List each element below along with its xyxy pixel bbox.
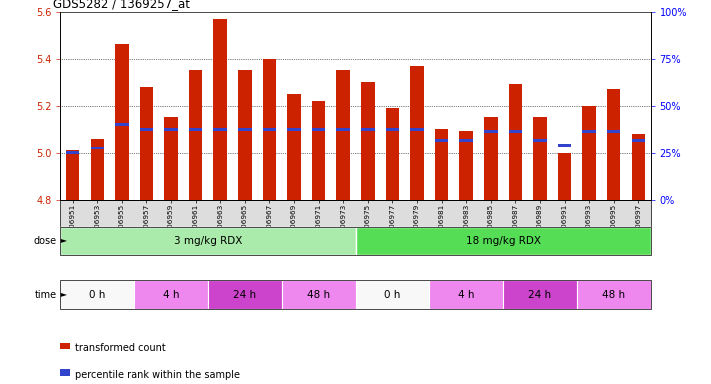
Bar xyxy=(435,129,449,200)
Bar xyxy=(435,139,449,142)
Bar xyxy=(262,58,276,200)
Bar xyxy=(134,280,208,309)
Bar xyxy=(238,128,252,131)
Text: 48 h: 48 h xyxy=(307,290,330,300)
Bar xyxy=(582,106,596,200)
Text: 18 mg/kg RDX: 18 mg/kg RDX xyxy=(466,236,540,246)
Text: 48 h: 48 h xyxy=(602,290,625,300)
Bar xyxy=(410,128,424,131)
Bar xyxy=(557,153,571,200)
Bar xyxy=(262,128,276,131)
Text: transformed count: transformed count xyxy=(75,343,166,353)
Bar xyxy=(115,123,129,126)
Bar xyxy=(164,128,178,131)
Bar xyxy=(361,82,375,200)
Bar xyxy=(577,280,651,309)
Bar xyxy=(287,94,301,200)
Bar xyxy=(90,139,104,200)
Bar xyxy=(282,280,356,309)
Text: ►: ► xyxy=(58,290,67,299)
Bar xyxy=(410,66,424,200)
Bar xyxy=(312,101,326,200)
Text: GDS5282 / 1369257_at: GDS5282 / 1369257_at xyxy=(53,0,191,10)
Bar xyxy=(356,280,429,309)
Text: 4 h: 4 h xyxy=(163,290,179,300)
Bar xyxy=(385,128,399,131)
Bar xyxy=(115,45,129,200)
Bar xyxy=(459,139,473,142)
Bar xyxy=(484,118,498,200)
Bar xyxy=(66,151,80,154)
Bar xyxy=(459,131,473,200)
Bar xyxy=(336,128,350,131)
Bar xyxy=(508,130,522,133)
Bar xyxy=(189,70,203,200)
Bar xyxy=(238,70,252,200)
Bar xyxy=(607,89,621,200)
Bar xyxy=(557,144,571,147)
Bar xyxy=(631,139,645,142)
Text: time: time xyxy=(35,290,57,300)
Bar xyxy=(631,134,645,200)
Text: 0 h: 0 h xyxy=(384,290,400,300)
Bar xyxy=(140,128,154,131)
Bar xyxy=(213,18,227,200)
Bar xyxy=(484,130,498,133)
Bar xyxy=(607,130,621,133)
Bar xyxy=(287,128,301,131)
Text: 4 h: 4 h xyxy=(458,290,474,300)
Bar xyxy=(208,280,282,309)
Bar xyxy=(503,280,577,309)
Bar xyxy=(140,87,154,200)
Bar xyxy=(189,128,203,131)
Text: 0 h: 0 h xyxy=(89,290,105,300)
Bar xyxy=(66,150,80,200)
Text: 3 mg/kg RDX: 3 mg/kg RDX xyxy=(173,236,242,246)
Text: dose: dose xyxy=(33,236,57,246)
Bar xyxy=(356,227,651,255)
Bar xyxy=(429,280,503,309)
Bar xyxy=(533,139,547,142)
Text: ►: ► xyxy=(58,237,67,245)
Bar xyxy=(361,128,375,131)
Bar xyxy=(312,128,326,131)
Bar xyxy=(90,147,104,149)
Bar xyxy=(60,280,134,309)
Bar xyxy=(508,84,522,200)
Text: percentile rank within the sample: percentile rank within the sample xyxy=(75,370,240,380)
Text: 24 h: 24 h xyxy=(233,290,257,300)
Bar xyxy=(385,108,399,200)
Bar xyxy=(164,118,178,200)
Bar xyxy=(60,227,356,255)
Bar xyxy=(213,128,227,131)
Text: 24 h: 24 h xyxy=(528,290,552,300)
Bar xyxy=(582,130,596,133)
Bar xyxy=(336,70,350,200)
Bar xyxy=(533,118,547,200)
